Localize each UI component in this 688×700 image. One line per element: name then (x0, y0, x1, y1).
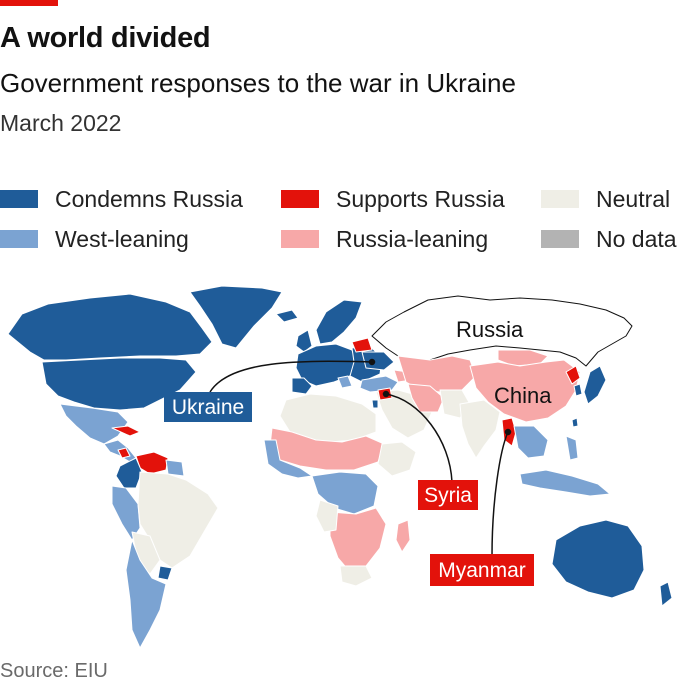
legend-item-no-data: No data (541, 224, 677, 254)
russia (371, 295, 633, 367)
ukraine-connector (209, 360, 373, 393)
brazil (137, 471, 219, 569)
peru (111, 485, 141, 541)
legend-label: Russia-leaning (336, 225, 489, 252)
uk (295, 329, 313, 353)
russia-label: Russia (456, 317, 524, 342)
argentina (125, 539, 167, 649)
guyanas (165, 459, 185, 477)
legend-label: Neutral (596, 185, 671, 212)
uruguay (157, 565, 173, 581)
legend-item-west-leaning: West-leaning (0, 224, 189, 254)
ukraine (361, 351, 395, 371)
madagascar (395, 519, 411, 553)
ukraine-marker (368, 358, 376, 366)
taiwan (571, 417, 579, 428)
myanmar-callout: Myanmar (430, 554, 534, 586)
japan (583, 365, 607, 405)
scandinavia (315, 299, 363, 345)
southeast-asia (513, 425, 549, 459)
nicaragua (117, 447, 131, 459)
philippines (565, 435, 579, 461)
legend-item-condemns-russia: Condemns Russia (0, 184, 243, 214)
legend-item-neutral: Neutral (541, 184, 670, 214)
legend-swatch-condemns (0, 190, 38, 208)
legend-item-supports-russia: Supports Russia (281, 184, 505, 214)
world-map: Russia China Ukraine Syria Myanmar (7, 285, 673, 649)
iceland (275, 309, 299, 323)
south-korea (573, 383, 583, 397)
colombia (115, 457, 143, 489)
source-note: Source: EIU (0, 660, 108, 682)
legend-swatch-russia-leaning (281, 230, 319, 248)
legend-swatch-supports (281, 190, 319, 208)
israel (371, 399, 379, 409)
legend-swatch-no-data (541, 230, 579, 248)
syria-marker (382, 390, 390, 398)
serbia (337, 375, 353, 389)
north-korea (565, 365, 581, 385)
south-africa (339, 565, 373, 587)
canada (7, 293, 213, 361)
ukraine-callout: Ukraine (164, 392, 252, 422)
chart-title: A world divided (0, 22, 211, 54)
chart-date: March 2022 (0, 110, 122, 136)
indonesia (519, 469, 611, 497)
legend-label: Condemns Russia (55, 185, 243, 212)
legend-item-russia-leaning: Russia-leaning (281, 224, 488, 254)
syria-callout: Syria (418, 480, 478, 510)
china (469, 359, 581, 423)
new-zealand (659, 581, 673, 607)
angola (315, 499, 339, 533)
belarus (351, 337, 373, 353)
syria-connector (385, 393, 453, 483)
myanmar-connector (491, 431, 509, 557)
iberia (291, 377, 313, 395)
myanmar-marker (504, 428, 512, 436)
myanmar-label: Myanmar (438, 559, 526, 582)
legend-label: Supports Russia (336, 185, 505, 212)
usa (41, 357, 197, 411)
china-label: China (494, 383, 552, 408)
central-africa (311, 471, 379, 515)
ukraine-label: Ukraine (172, 396, 244, 419)
syria-label: Syria (424, 484, 472, 507)
legend-label: West-leaning (55, 225, 189, 252)
mexico (59, 403, 129, 445)
accent-bar (0, 0, 58, 6)
southern-africa (329, 507, 387, 573)
india (459, 399, 501, 459)
greenland (189, 285, 283, 349)
horn-of-africa (377, 441, 417, 477)
legend-swatch-neutral (541, 190, 579, 208)
legend-label: No data (596, 225, 677, 252)
cuba (111, 425, 141, 437)
legend-swatch-west-leaning (0, 230, 38, 248)
australia (551, 519, 645, 599)
iran (407, 383, 445, 413)
chart-subtitle: Government responses to the war in Ukrai… (0, 68, 516, 98)
